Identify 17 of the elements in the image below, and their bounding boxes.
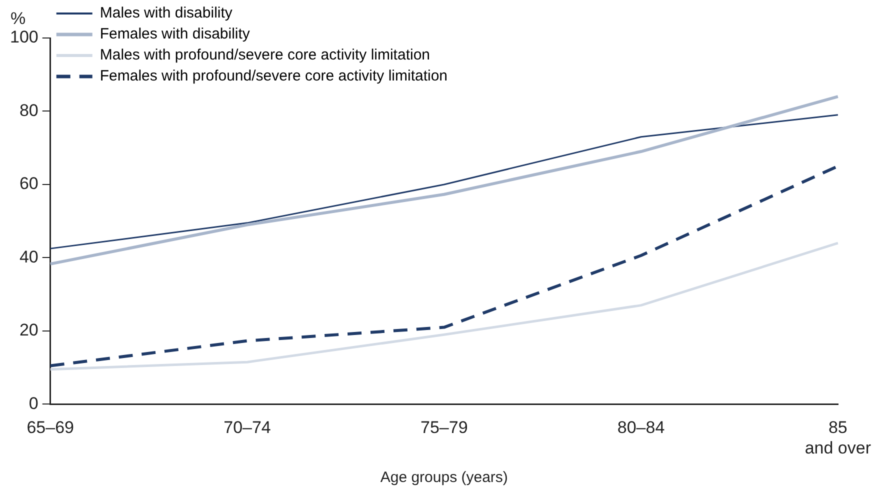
x-axis-title: Age groups (years) (380, 469, 508, 486)
legend-label: Females with disability (100, 26, 250, 43)
y-axis-title: % (10, 9, 26, 28)
x-tick-label: 65–69 (26, 418, 74, 438)
legend-label: Males with disability (100, 4, 233, 22)
x-tick-label: 85 and over (804, 418, 872, 458)
y-tick-label: 80 (19, 100, 38, 120)
y-tick-label: 0 (28, 394, 38, 413)
y-tick-label: 100 (10, 28, 38, 47)
legend-label: Females with profound/severe core activity limitation (100, 68, 448, 85)
x-tick-label: 80–84 (617, 418, 665, 438)
y-tick-label: 40 (19, 247, 38, 266)
x-tick-label: 70–74 (224, 418, 271, 438)
y-tick-label: 20 (19, 320, 38, 340)
x-tick-label: 75–79 (420, 418, 468, 438)
y-tick-label: 60 (19, 174, 38, 194)
legend-label: Males with profound/severe core activity limitation (100, 46, 430, 64)
